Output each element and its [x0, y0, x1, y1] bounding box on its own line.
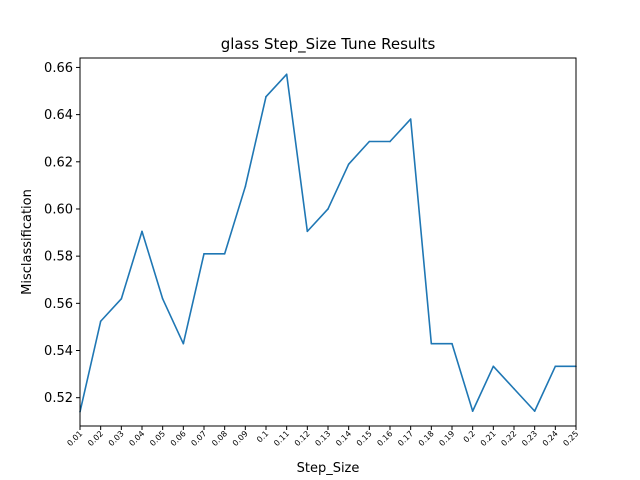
x-tick-label: 0.1	[255, 429, 270, 444]
x-tick-label: 0.01	[65, 429, 84, 448]
x-tick-label: 0.02	[86, 429, 105, 448]
data-point	[430, 342, 433, 345]
data-point	[533, 410, 536, 412]
data-point	[182, 342, 185, 345]
data-point	[368, 140, 371, 143]
data-point	[306, 230, 309, 233]
y-tick-label: 0.52	[44, 391, 73, 406]
data-point	[203, 252, 205, 255]
x-tick-label: 0.16	[375, 429, 394, 448]
x-tick-label: 0.14	[334, 429, 353, 448]
chart-title: glass Step_Size Tune Results	[221, 35, 436, 54]
data-point	[389, 140, 391, 143]
y-tick-label: 0.66	[44, 61, 73, 76]
x-tick-label: 0.11	[272, 429, 291, 448]
data-point	[347, 163, 350, 165]
x-tick-label: 0.08	[210, 429, 229, 448]
y-tick-label: 0.54	[44, 344, 73, 359]
data-point	[161, 298, 164, 300]
x-tick-label: 0.07	[189, 429, 208, 448]
x-tick-label: 0.2	[462, 429, 477, 444]
x-tick-label: 0.19	[437, 429, 456, 448]
x-tick-label: 0.18	[417, 429, 436, 448]
series-group	[79, 73, 577, 413]
x-tick-label: 0.23	[520, 429, 539, 448]
data-point	[471, 410, 474, 412]
x-tick-label: 0.05	[148, 429, 167, 448]
data-point	[451, 342, 453, 345]
x-axis-label: Step_Size	[297, 461, 360, 476]
x-tick-label: 0.21	[479, 429, 498, 448]
data-point	[554, 365, 557, 368]
x-tick-label: 0.09	[231, 429, 250, 448]
y-tick-label: 0.62	[44, 155, 73, 170]
data-point	[513, 387, 515, 390]
data-point	[141, 230, 143, 233]
y-tick-label: 0.56	[44, 297, 73, 312]
data-point	[244, 185, 247, 188]
y-tick-label: 0.60	[44, 202, 73, 217]
y-tick-label: 0.58	[44, 250, 73, 265]
y-axis-label: Misclassification	[20, 189, 35, 295]
data-point	[99, 320, 102, 323]
y-tick-label: 0.64	[44, 108, 73, 123]
x-tick-label: 0.15	[355, 429, 374, 448]
x-tick-label: 0.12	[293, 429, 312, 448]
x-tick-label: 0.17	[396, 429, 415, 448]
data-point	[492, 365, 495, 368]
data-point	[265, 95, 267, 98]
x-tick-label: 0.04	[127, 429, 146, 448]
x-tick-label: 0.22	[499, 429, 518, 448]
series-line	[79, 73, 576, 413]
x-tick-label: 0.06	[169, 429, 188, 448]
axis-ticks: 0.52 0.54 0.56 0.58 0.60 0.62 0.64 0.66 0.01 0.02…	[44, 61, 580, 448]
data-point	[409, 118, 412, 120]
data-point	[327, 208, 329, 210]
data-point	[285, 73, 288, 76]
x-tick-label: 0.13	[313, 429, 332, 448]
data-point	[120, 298, 123, 300]
x-tick-label: 0.25	[561, 429, 580, 448]
plot-area-frame	[79, 57, 577, 427]
x-tick-label: 0.03	[107, 429, 126, 448]
data-point	[223, 252, 226, 255]
x-tick-label: 0.24	[541, 429, 560, 448]
